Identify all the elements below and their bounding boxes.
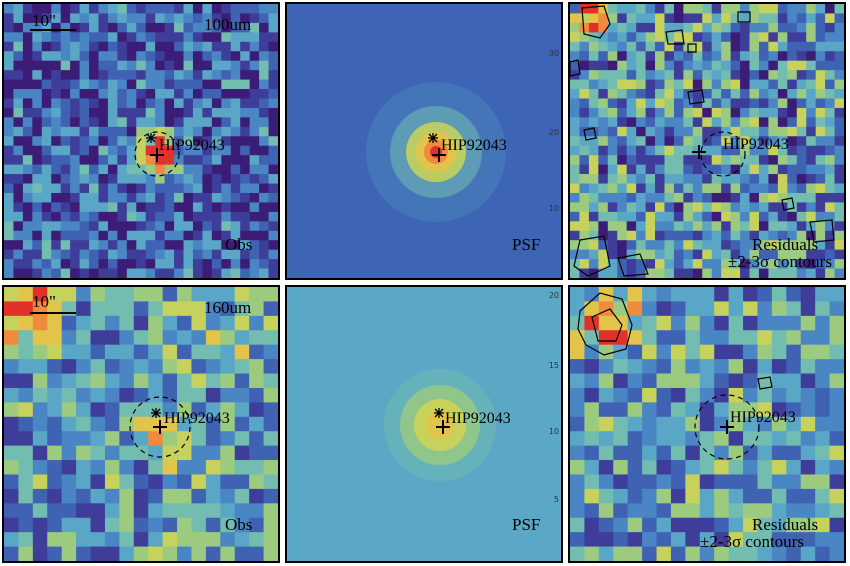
axis-tick-label: 30 bbox=[548, 49, 559, 58]
scale-bar-label: 10" bbox=[32, 11, 56, 30]
axis-tick-label: 5 bbox=[553, 495, 559, 504]
panel-100um-psf: 30 20 10 HIP92043 PSF bbox=[285, 2, 563, 280]
overlay bbox=[428, 133, 446, 162]
overlay bbox=[434, 408, 450, 434]
overlay bbox=[570, 5, 835, 277]
panel-sublabel: ±2-3σ contours bbox=[700, 532, 804, 551]
star-marker-icon bbox=[434, 408, 444, 418]
plus-marker-icon bbox=[436, 420, 450, 434]
scale-bar-label: 10" bbox=[32, 292, 56, 311]
panel-100um-residual: HIP92043 Residuals ±2-3σ contours bbox=[568, 2, 846, 280]
contours bbox=[577, 292, 773, 390]
plus-marker-icon bbox=[153, 420, 167, 434]
psf-image bbox=[287, 287, 561, 561]
panel-label: Residuals bbox=[752, 515, 819, 534]
source-label: HIP92043 bbox=[723, 136, 789, 153]
overlay bbox=[30, 29, 180, 177]
aperture-circle bbox=[694, 394, 760, 460]
source-label: HIP92043 bbox=[441, 137, 507, 154]
axis-tick-label: 20 bbox=[548, 291, 559, 300]
band-label: 100um bbox=[204, 15, 252, 34]
panel-160um-residual: HIP92043 Residuals ±2-3σ contours bbox=[568, 285, 846, 563]
source-label: HIP92043 bbox=[159, 137, 225, 154]
heatmap-image bbox=[4, 287, 278, 561]
plus-marker-icon bbox=[692, 145, 706, 159]
panel-160um-observed: 10" 160um HIP92043 Obs bbox=[2, 285, 280, 563]
residual-image bbox=[570, 4, 844, 278]
contours bbox=[570, 5, 835, 277]
panel-label: Residuals bbox=[752, 235, 819, 254]
axis-tick-label: 20 bbox=[548, 128, 559, 137]
star-marker-icon bbox=[151, 408, 161, 418]
aperture-circle bbox=[129, 396, 191, 458]
residual-image bbox=[570, 287, 844, 561]
axis-tick-label: 15 bbox=[548, 361, 559, 370]
star-marker-icon bbox=[428, 133, 438, 143]
source-label: HIP92043 bbox=[164, 410, 230, 427]
band-label: 160um bbox=[204, 298, 252, 317]
source-label: HIP92043 bbox=[730, 409, 796, 426]
star-marker-icon bbox=[146, 133, 156, 143]
panel-160um-psf: 20 15 10 5 HIP92043 PSF bbox=[285, 285, 563, 563]
panel-100um-observed: 10" 100um HIP92043 Obs bbox=[2, 2, 280, 280]
plus-marker-icon bbox=[720, 420, 734, 434]
aperture-circle bbox=[700, 131, 746, 177]
source-label: HIP92043 bbox=[445, 410, 511, 427]
panel-label: PSF bbox=[512, 515, 541, 534]
heatmap-image bbox=[4, 4, 278, 278]
axis-tick-label: 10 bbox=[548, 204, 559, 213]
plus-marker-icon bbox=[150, 148, 164, 162]
overlay bbox=[30, 312, 191, 458]
psf-image bbox=[287, 4, 561, 278]
panel-label: Obs bbox=[225, 235, 253, 254]
overlay bbox=[577, 292, 773, 460]
panel-label: Obs bbox=[225, 515, 253, 534]
panel-sublabel: ±2-3σ contours bbox=[728, 252, 832, 271]
aperture-circle bbox=[134, 131, 180, 177]
axis-tick-label: 10 bbox=[548, 427, 559, 436]
panel-label: PSF bbox=[512, 235, 541, 254]
plus-marker-icon bbox=[432, 148, 446, 162]
